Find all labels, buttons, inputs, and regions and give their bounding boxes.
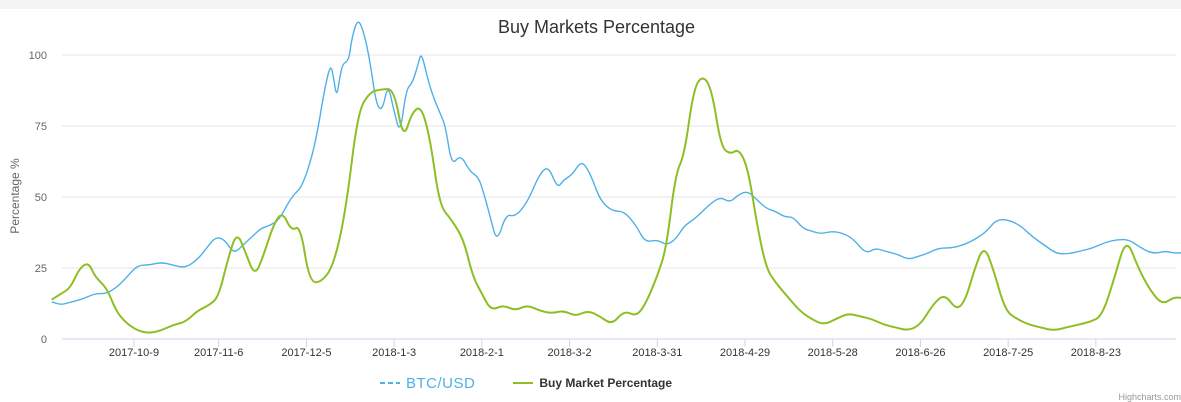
x-tick-label: 2018-8-23 <box>1071 347 1121 359</box>
series-line-buy-market-percentage[interactable] <box>51 77 1181 334</box>
x-tick-label: 2017-12-5 <box>281 347 331 359</box>
x-tick-label: 2017-10-9 <box>109 347 159 359</box>
top-bar <box>0 0 1181 9</box>
grid-lines <box>62 54 1176 340</box>
y-tick-label: 50 <box>35 192 47 204</box>
legend-swatch-btc <box>380 382 400 384</box>
x-tick-label: 2018-5-28 <box>808 347 858 359</box>
x-axis: 2017-10-9 2017-11-6 2017-12-5 2018-1-3 2018-… <box>109 339 1121 359</box>
x-tick-label: 2018-1-3 <box>372 347 416 359</box>
y-axis: 0 25 50 75 100 <box>29 50 47 346</box>
legend-label-buy-market: Buy Market Percentage <box>539 376 673 390</box>
x-tick-label: 2018-3-31 <box>632 347 682 359</box>
credits-link[interactable]: Highcharts.com <box>1118 392 1181 402</box>
x-tick-label: 2018-4-29 <box>720 347 770 359</box>
legend-swatch-buy-market <box>513 382 534 384</box>
legend-label-btc: BTC/USD <box>406 374 476 392</box>
y-tick-label: 0 <box>41 334 47 346</box>
y-tick-label: 75 <box>35 121 47 133</box>
x-tick-label: 2017-11-6 <box>194 347 243 359</box>
legend-item-btc[interactable]: BTC/USD <box>380 375 475 392</box>
legend: BTC/USD Buy Market Percentage <box>380 372 710 394</box>
series-line-btc-usd[interactable] <box>51 21 1181 305</box>
y-tick-label: 100 <box>29 50 47 62</box>
x-tick-label: 2018-3-2 <box>548 347 592 359</box>
legend-item-buy-market[interactable]: Buy Market Percentage <box>513 376 672 390</box>
y-axis-label: Percentage % <box>8 158 22 234</box>
y-tick-label: 25 <box>35 263 47 275</box>
x-tick-label: 2018-7-25 <box>983 347 1033 359</box>
chart-title: Buy Markets Percentage <box>497 17 696 37</box>
series-layer <box>51 21 1181 334</box>
x-tick-label: 2018-6-26 <box>895 347 945 359</box>
x-tick-label: 2018-2-1 <box>460 347 504 359</box>
